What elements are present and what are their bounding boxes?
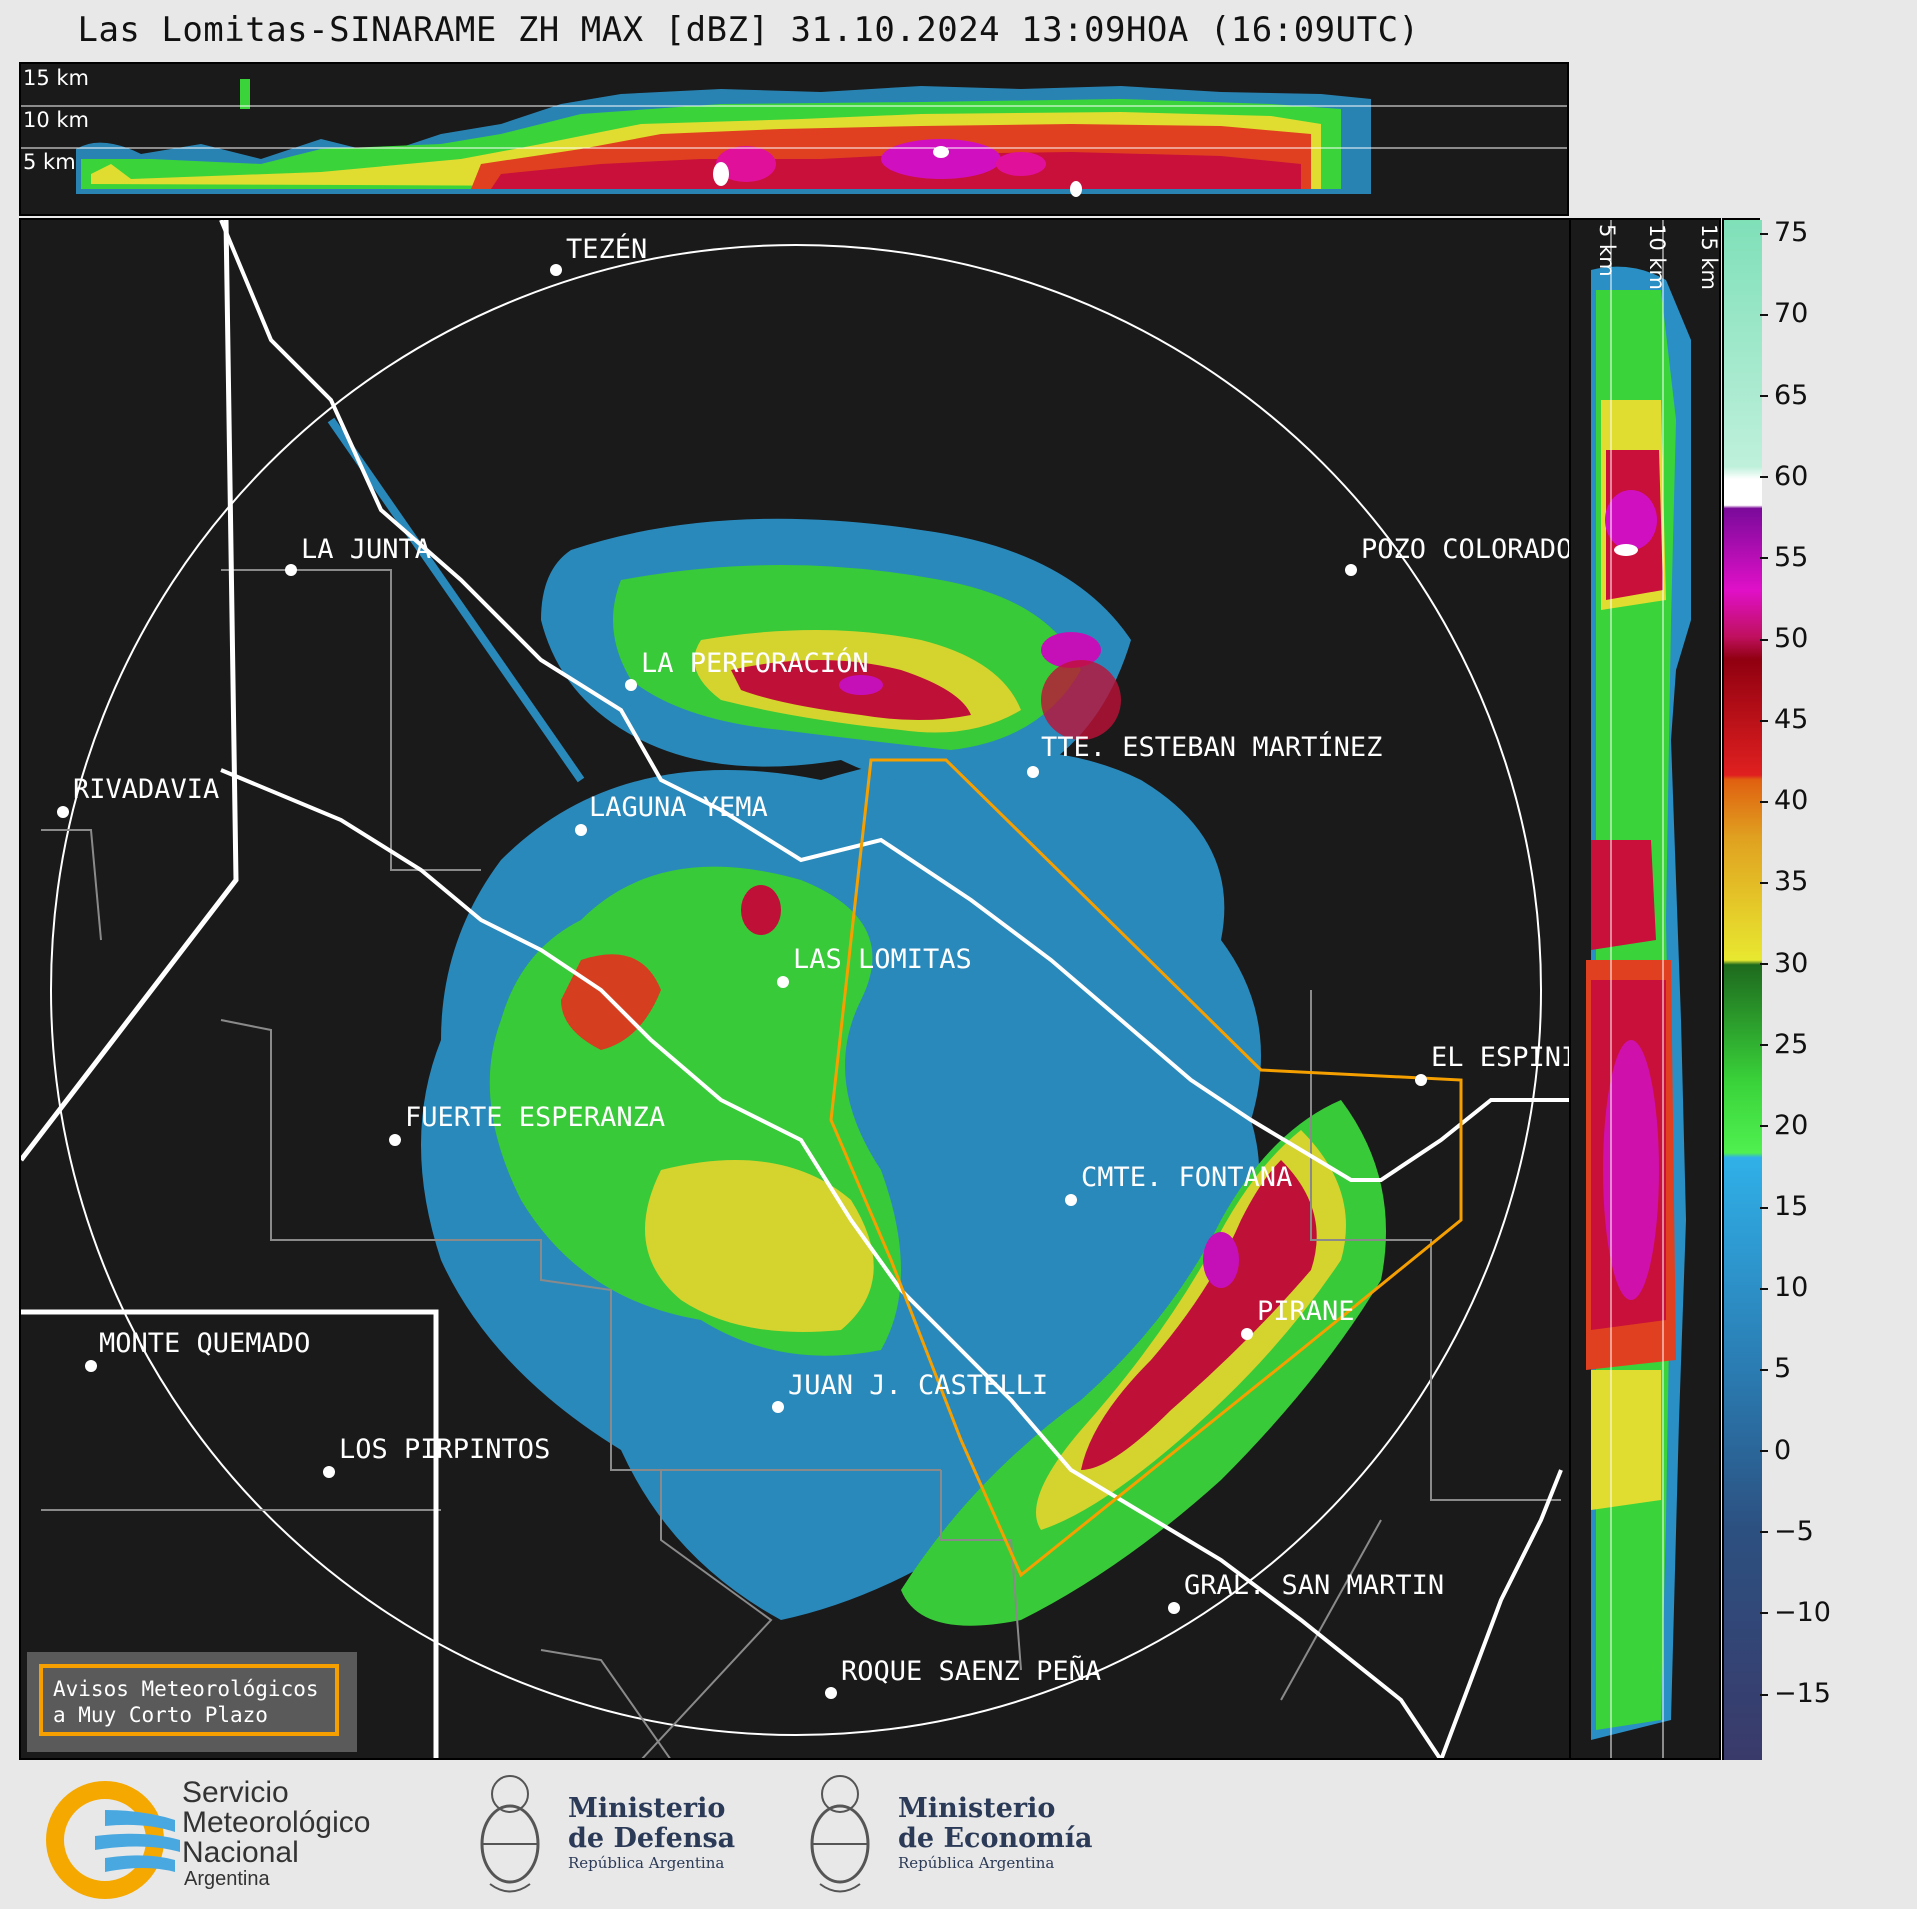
marker-roque-saenz-pena (825, 1687, 837, 1699)
colorbar-tick-label: 70 (1760, 298, 1808, 329)
right-height-label-10km: 10 km (1645, 224, 1669, 291)
colorbar-tick-label: 30 (1760, 948, 1808, 979)
right-height-label-5km: 5 km (1595, 224, 1619, 277)
province-boundaries (21, 220, 439, 1758)
economia-coat-of-arms-icon (810, 1775, 870, 1893)
colorbar-tick-label: 0 (1760, 1435, 1791, 1466)
colorbar-svg (1724, 220, 1762, 1762)
marker-las-lomitas (777, 976, 789, 988)
label-gral-san-martin: GRAL. SAN MARTIN (1184, 1570, 1445, 1601)
warning-legend-line2: a Muy Corto Plazo (53, 1703, 268, 1727)
height-label-10km: 10 km (23, 108, 90, 132)
warning-legend-line1: Avisos Meteorológicos (53, 1677, 319, 1701)
radar-map-svg (21, 220, 1569, 1758)
economia-wordmark: Ministerio de Economía República Argenti… (898, 1793, 1093, 1873)
colorbar-tick-label: 10 (1760, 1272, 1808, 1303)
radar-echoes (327, 417, 1386, 1626)
footer-logos: Servicio Meteorológico Nacional Argentin… (0, 1760, 1917, 1909)
defensa-coat-of-arms-icon (480, 1775, 540, 1893)
colorbar-tick-label: −5 (1760, 1516, 1814, 1547)
label-los-pirpintos: LOS PIRPINTOS (339, 1434, 551, 1465)
page-title: Las Lomitas-SINARAME ZH MAX [dBZ] 31.10.… (77, 10, 1420, 50)
label-pozo-colorado: POZO COLORADO (1361, 534, 1571, 565)
warning-legend: Avisos Meteorológicos a Muy Corto Plazo (27, 1652, 357, 1752)
colorbar-tick-label: −15 (1760, 1678, 1831, 1709)
radar-map: TEZÉN LA JUNTA POZO COLORADO LA PERFORAC… (19, 218, 1571, 1760)
defensa-wordmark: Ministerio de Defensa República Argentin… (568, 1793, 736, 1873)
marker-rivadavia (57, 806, 69, 818)
colorbar-tick-label: 25 (1760, 1029, 1808, 1060)
marker-juan-j-castelli (772, 1401, 784, 1413)
dbz-colorbar (1722, 218, 1762, 1762)
marker-laguna-yema (575, 824, 587, 836)
colorbar-tick-label: 5 (1760, 1353, 1791, 1384)
economia-line3: República Argentina (898, 1854, 1055, 1872)
colorbar-tick-label: 40 (1760, 785, 1808, 816)
marker-tezen (550, 264, 562, 276)
marker-cmte-fontana (1065, 1194, 1077, 1206)
marker-monte-quemado (85, 1360, 97, 1372)
warning-legend-frame: Avisos Meteorológicos a Muy Corto Plazo (39, 1664, 339, 1736)
top-profile-svg (21, 79, 1567, 197)
marker-pozo-colorado (1345, 564, 1357, 576)
right-profile-svg (1586, 220, 1691, 1758)
label-monte-quemado: MONTE QUEMADO (99, 1328, 311, 1359)
colorbar-tick-label: 60 (1760, 461, 1808, 492)
defensa-line3: República Argentina (568, 1854, 725, 1872)
label-pirane: PIRANE (1257, 1296, 1355, 1327)
label-la-junta: LA JUNTA (301, 534, 432, 565)
marker-tte-esteban-martinez (1027, 766, 1039, 778)
defensa-line1: Ministerio (568, 1793, 726, 1824)
marker-pirane (1241, 1328, 1253, 1340)
smn-line2: Meteorológico (182, 1806, 371, 1839)
label-tezen: TEZÉN (566, 234, 648, 265)
smn-line3: Nacional (182, 1836, 299, 1869)
colorbar-tick-label: 55 (1760, 542, 1808, 573)
marker-los-pirpintos (323, 1466, 335, 1478)
label-tte-esteban-martinez: TTE. ESTEBAN MARTÍNEZ (1041, 732, 1383, 763)
marker-la-perforacion (625, 679, 637, 691)
colorbar-tick-label: 15 (1760, 1191, 1808, 1222)
colorbar-tick-label: 45 (1760, 704, 1808, 735)
colorbar-ticks: 75 70 65 60 55 50 45 40 35 30 25 20 15 10 5 0 −5 −10 −15 (1760, 217, 1880, 1760)
colorbar-tick-label: 50 (1760, 623, 1808, 654)
label-cmte-fontana: CMTE. FONTANA (1081, 1162, 1293, 1193)
range-ring (50, 244, 1542, 1736)
top-height-profile: 15 km 10 km 5 km (19, 62, 1569, 216)
height-label-15km: 15 km (23, 66, 90, 90)
colorbar-tick-label: 65 (1760, 380, 1808, 411)
economia-line1: Ministerio (898, 1793, 1056, 1824)
smn-line4: Argentina (184, 1868, 270, 1890)
label-roque-saenz-pena: ROQUE SAENZ PEÑA (841, 1656, 1102, 1687)
label-juan-j-castelli: JUAN J. CASTELLI (788, 1370, 1049, 1401)
height-label-5km: 5 km (23, 150, 76, 174)
right-height-profile: 5 km 10 km 15 km (1569, 218, 1721, 1760)
marker-fuerte-esperanza (389, 1134, 401, 1146)
label-fuerte-esperanza: FUERTE ESPERANZA (405, 1102, 666, 1133)
defensa-line2: de Defensa (568, 1823, 736, 1854)
marker-gral-san-martin (1168, 1602, 1180, 1614)
label-laguna-yema: LAGUNA YEMA (589, 792, 768, 823)
place-markers (57, 264, 1427, 1699)
marker-la-junta (285, 564, 297, 576)
colorbar-tick-label: 75 (1760, 217, 1808, 248)
label-rivadavia: RIVADAVIA (73, 774, 220, 805)
smn-wordmark: Servicio Meteorológico Nacional Argentin… (182, 1778, 370, 1891)
right-height-label-15km: 15 km (1697, 224, 1721, 291)
marker-el-espinillo (1415, 1074, 1427, 1086)
economia-line2: de Economía (898, 1823, 1093, 1854)
label-la-perforacion: LA PERFORACIÓN (641, 648, 869, 679)
label-el-espinillo: EL ESPINILLO (1431, 1042, 1569, 1073)
colorbar-tick-label: 35 (1760, 866, 1808, 897)
warning-polygon (829, 758, 1463, 1578)
rivers (219, 220, 1569, 1758)
smn-logo-icon (46, 1781, 180, 1899)
colorbar-tick-label: 20 (1760, 1110, 1808, 1141)
smn-line1: Servicio (182, 1776, 289, 1809)
label-las-lomitas: LAS LOMITAS (793, 944, 972, 975)
colorbar-tick-label: −10 (1760, 1597, 1831, 1628)
